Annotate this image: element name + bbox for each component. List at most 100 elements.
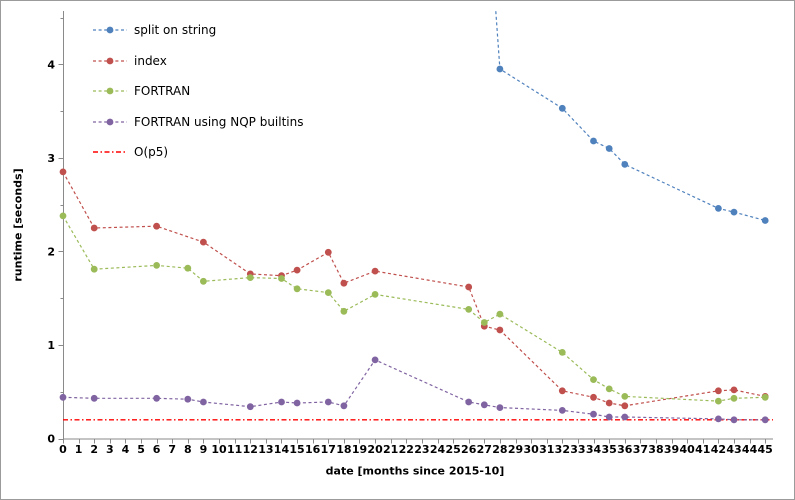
data-point-marker bbox=[90, 224, 98, 232]
legend-line-sample bbox=[93, 26, 127, 34]
x-tick-label: 35 bbox=[601, 443, 616, 456]
x-tick-label: 43 bbox=[726, 443, 741, 456]
data-point-marker bbox=[761, 217, 769, 224]
data-point-marker bbox=[715, 415, 722, 423]
legend-label: split on string bbox=[134, 23, 217, 37]
x-tick-label: 17 bbox=[321, 443, 336, 456]
y-tick-label: 0 bbox=[47, 433, 55, 446]
data-point-marker bbox=[590, 410, 597, 418]
legend-marker-dot bbox=[106, 87, 114, 95]
x-tick-label: 18 bbox=[336, 443, 351, 456]
x-tick-label: 41 bbox=[695, 443, 710, 456]
x-tick-label: 6 bbox=[153, 443, 161, 456]
data-point-marker bbox=[371, 267, 379, 275]
x-tick-label: 25 bbox=[445, 443, 460, 456]
data-point-marker bbox=[90, 394, 98, 402]
legend-item: FORTRAN bbox=[93, 84, 303, 98]
data-point-marker bbox=[340, 402, 348, 410]
legend-marker-dot bbox=[106, 118, 114, 125]
data-point-marker bbox=[153, 394, 161, 402]
legend: split on string index FORTRAN FORTRAN using… bbox=[93, 23, 303, 159]
x-tick-label: 37 bbox=[633, 443, 648, 456]
y-tick-label: 3 bbox=[47, 152, 55, 165]
data-point-marker bbox=[496, 326, 504, 334]
x-tick-label: 3 bbox=[106, 443, 114, 456]
x-tick-label: 30 bbox=[523, 443, 539, 456]
data-point-marker bbox=[371, 291, 379, 298]
data-point-marker bbox=[246, 403, 254, 411]
data-point-marker bbox=[621, 161, 629, 168]
x-tick-label: 9 bbox=[200, 443, 208, 456]
x-tick-label: 10 bbox=[211, 443, 227, 456]
series-line bbox=[62, 359, 766, 421]
x-tick-label: 2 bbox=[90, 443, 98, 456]
x-tick-label: 1 bbox=[75, 443, 83, 456]
x-tick-label: 29 bbox=[508, 443, 523, 456]
x-tick-label: 21 bbox=[383, 443, 398, 456]
data-point-marker bbox=[730, 416, 738, 424]
x-tick-label: 8 bbox=[184, 443, 192, 456]
data-point-marker bbox=[340, 307, 348, 315]
data-point-marker bbox=[59, 168, 67, 176]
x-tick-label: 34 bbox=[586, 443, 602, 456]
series-index bbox=[59, 168, 769, 410]
x-tick-label: 28 bbox=[492, 443, 507, 456]
x-tick-label: 12 bbox=[243, 443, 258, 456]
x-tick-label: 42 bbox=[711, 443, 726, 456]
data-point-marker bbox=[278, 398, 285, 406]
legend-marker-dot bbox=[106, 26, 114, 34]
x-tick-label: 31 bbox=[539, 443, 554, 456]
data-point-marker bbox=[558, 104, 566, 112]
x-tick-label: 27 bbox=[477, 443, 492, 456]
data-point-marker bbox=[200, 398, 207, 406]
x-tick-label: 23 bbox=[414, 443, 429, 456]
legend-item: O(p5) bbox=[93, 145, 303, 159]
data-point-marker bbox=[605, 413, 613, 421]
legend-marker-dot bbox=[106, 57, 114, 64]
x-tick-label: 44 bbox=[742, 443, 758, 456]
x-tick-label: 15 bbox=[289, 443, 304, 456]
data-point-marker bbox=[590, 376, 597, 383]
data-point-marker bbox=[590, 137, 597, 145]
series-fortran-using-nqp-builtins bbox=[59, 356, 769, 424]
series-line bbox=[62, 171, 766, 407]
x-tick-label: 39 bbox=[664, 443, 679, 456]
x-tick-label: 14 bbox=[274, 443, 290, 456]
series-line bbox=[62, 215, 766, 402]
x-tick-label: 4 bbox=[122, 443, 130, 456]
x-tick-label: 26 bbox=[461, 443, 477, 456]
legend-label: index bbox=[134, 53, 167, 68]
data-point-marker bbox=[59, 393, 67, 401]
data-point-marker bbox=[293, 266, 301, 274]
series-split-on-string bbox=[495, 10, 769, 224]
legend-label: FORTRAN using NQP builtins bbox=[134, 114, 304, 129]
data-point-marker bbox=[715, 397, 722, 405]
axes bbox=[58, 11, 773, 444]
data-point-marker bbox=[496, 404, 504, 411]
y-tick-label: 1 bbox=[47, 339, 55, 352]
data-point-marker bbox=[59, 212, 67, 220]
data-point-marker bbox=[184, 395, 192, 403]
y-axis-title: runtime [seconds] bbox=[11, 168, 25, 282]
legend-line-sample bbox=[93, 57, 127, 64]
data-point-marker bbox=[200, 277, 207, 285]
y-tick-label: 2 bbox=[47, 245, 55, 258]
data-point-marker bbox=[293, 399, 301, 407]
data-point-marker bbox=[200, 238, 207, 246]
legend-line-sample bbox=[93, 151, 127, 153]
data-point-marker bbox=[480, 319, 488, 326]
x-tick-label: 11 bbox=[227, 443, 242, 456]
data-point-marker bbox=[730, 208, 738, 216]
x-tick-label: 40 bbox=[680, 443, 696, 456]
data-point-marker bbox=[761, 393, 769, 401]
data-point-marker bbox=[184, 264, 192, 272]
data-point-marker bbox=[465, 306, 473, 313]
x-tick-label: 7 bbox=[168, 443, 176, 456]
x-tick-label: 13 bbox=[258, 443, 273, 456]
data-point-marker bbox=[153, 222, 161, 230]
data-point-marker bbox=[324, 248, 332, 256]
data-point-marker bbox=[90, 265, 98, 273]
data-point-marker bbox=[730, 386, 738, 394]
data-point-marker bbox=[278, 275, 285, 282]
data-point-marker bbox=[730, 394, 738, 402]
